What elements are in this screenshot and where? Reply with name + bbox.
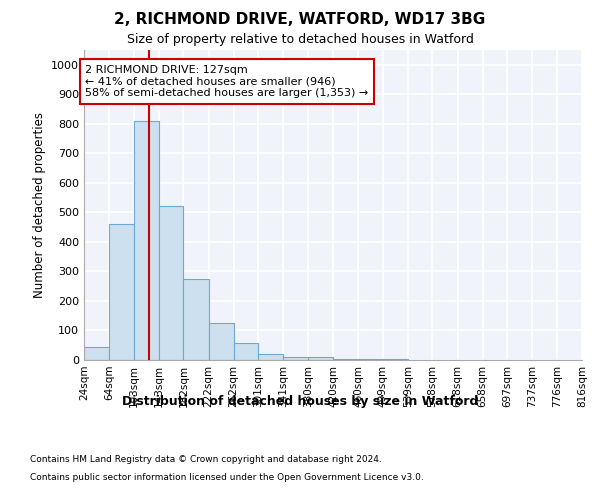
Bar: [134, 121, 159, 360]
Text: Contains public sector information licensed under the Open Government Licence v3: Contains public sector information licen…: [30, 472, 424, 482]
Bar: [233, 343, 258, 360]
Bar: [159, 206, 184, 360]
Bar: [109, 224, 134, 360]
Bar: [84, 346, 109, 360]
Text: Distribution of detached houses by size in Watford: Distribution of detached houses by size …: [122, 395, 478, 408]
Text: Contains HM Land Registry data © Crown copyright and database right 2024.: Contains HM Land Registry data © Crown c…: [30, 455, 382, 464]
Text: 2, RICHMOND DRIVE, WATFORD, WD17 3BG: 2, RICHMOND DRIVE, WATFORD, WD17 3BG: [115, 12, 485, 28]
Bar: [184, 279, 209, 360]
Text: 2 RICHMOND DRIVE: 127sqm
← 41% of detached houses are smaller (946)
58% of semi-: 2 RICHMOND DRIVE: 127sqm ← 41% of detach…: [85, 65, 368, 98]
Text: Size of property relative to detached houses in Watford: Size of property relative to detached ho…: [127, 32, 473, 46]
Y-axis label: Number of detached properties: Number of detached properties: [32, 112, 46, 298]
Bar: [258, 354, 283, 360]
Bar: [209, 323, 233, 360]
Bar: [333, 358, 358, 360]
Bar: [283, 357, 308, 360]
Bar: [308, 357, 333, 360]
